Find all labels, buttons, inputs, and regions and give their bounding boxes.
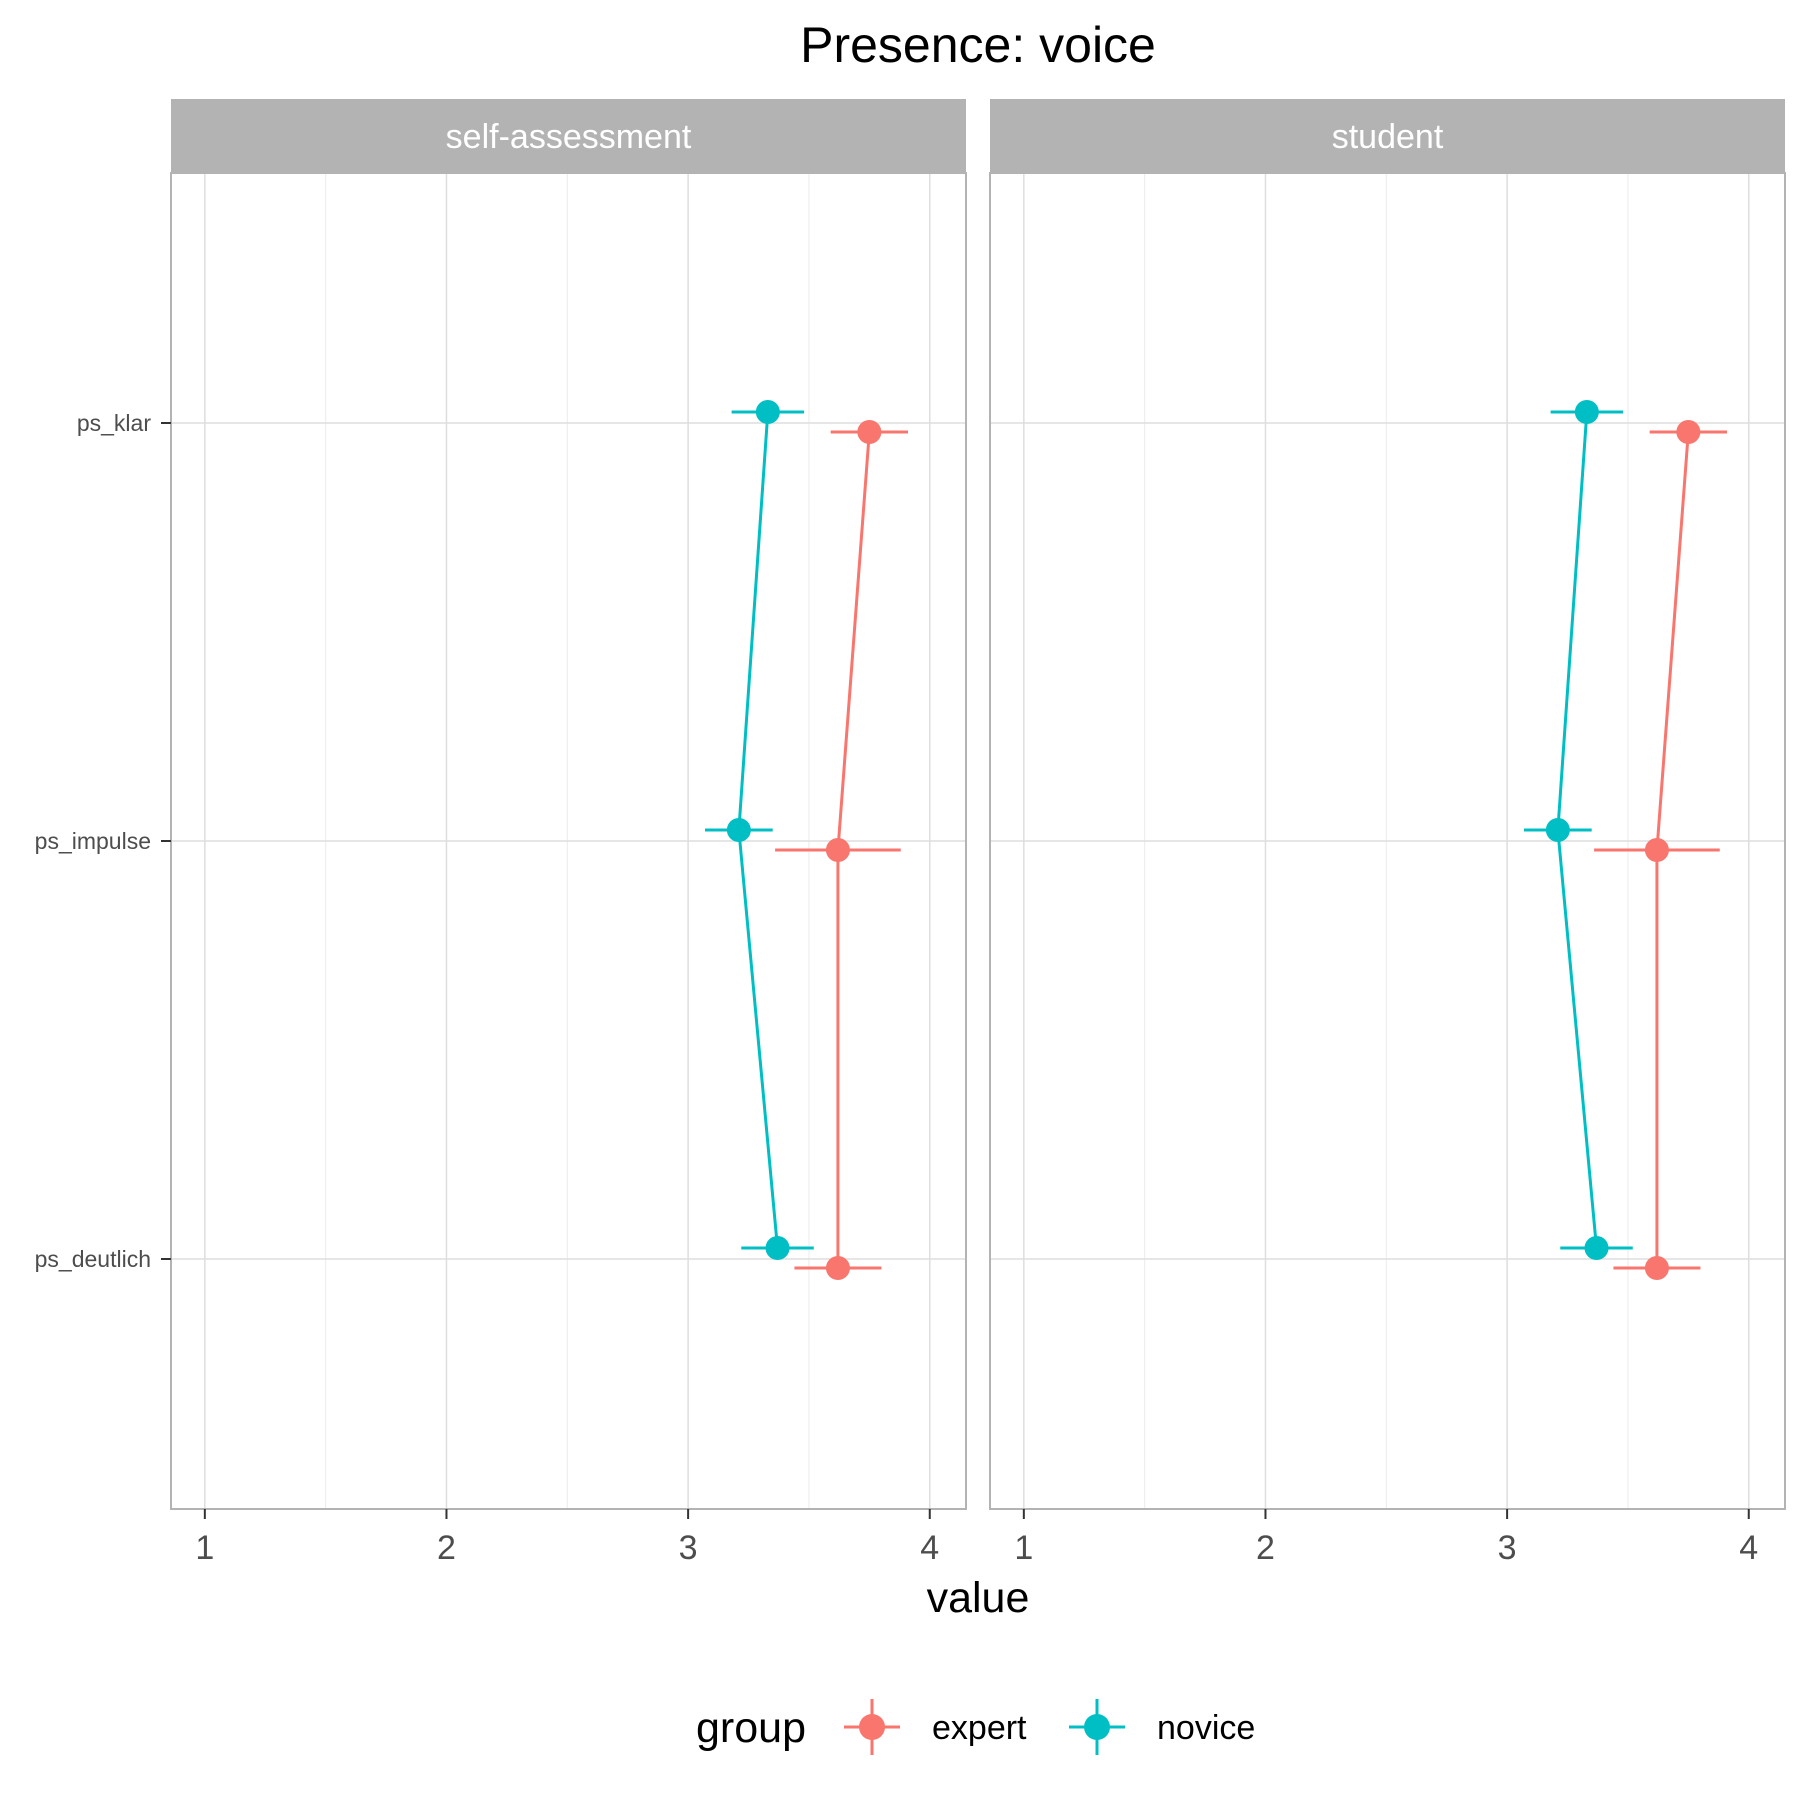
x-tick-label: 3	[679, 1529, 698, 1567]
panel-strip	[171, 99, 966, 173]
y-tick-label: ps_impulse	[35, 828, 151, 854]
x-tick-label: 2	[1256, 1529, 1275, 1567]
chart-title: Presence: voice	[800, 17, 1156, 73]
panel-strip	[990, 99, 1785, 173]
y-tick-label: ps_klar	[77, 410, 151, 436]
x-tick-label: 3	[1498, 1529, 1517, 1567]
data-point-expert	[857, 420, 882, 444]
data-point-novice	[1574, 400, 1599, 424]
data-point-expert	[825, 838, 850, 862]
x-tick-label: 4	[1739, 1529, 1758, 1567]
panel-strip-label: self-assessment	[446, 118, 692, 156]
data-point-novice	[765, 1236, 790, 1260]
panel-border	[989, 172, 1786, 1510]
legend: group expert novice	[696, 1699, 1255, 1755]
data-point-expert	[1644, 1256, 1669, 1280]
legend-label-expert: expert	[932, 1709, 1027, 1747]
panels: self-assessment 1 2 3 4 ps_klar ps_impulse ps_d…	[35, 99, 1786, 1567]
legend-label-novice: novice	[1157, 1709, 1255, 1747]
y-tick-label: ps_deutlich	[35, 1246, 151, 1272]
data-point-novice	[1545, 818, 1570, 842]
legend-key-point-novice	[1084, 1714, 1110, 1740]
data-point-novice	[726, 818, 751, 842]
x-axis-label: value	[927, 1574, 1030, 1622]
data-point-novice	[1584, 1236, 1609, 1260]
x-tick-label: 2	[437, 1529, 456, 1567]
panel-1: student 1 2 3 4	[989, 99, 1786, 1567]
x-tick-label: 1	[195, 1529, 214, 1567]
legend-title: group	[696, 1704, 806, 1752]
x-tick-label: 1	[1014, 1529, 1033, 1567]
data-point-expert	[1676, 420, 1701, 444]
panel-0: self-assessment 1 2 3 4 ps_klar ps_impulse ps_d…	[35, 99, 967, 1567]
x-tick-label: 4	[920, 1529, 939, 1567]
data-point-novice	[755, 400, 780, 424]
data-point-expert	[1644, 838, 1669, 862]
data-point-expert	[825, 1256, 850, 1280]
legend-key-point-expert	[859, 1714, 885, 1740]
panel-strip-label: student	[1332, 118, 1444, 156]
